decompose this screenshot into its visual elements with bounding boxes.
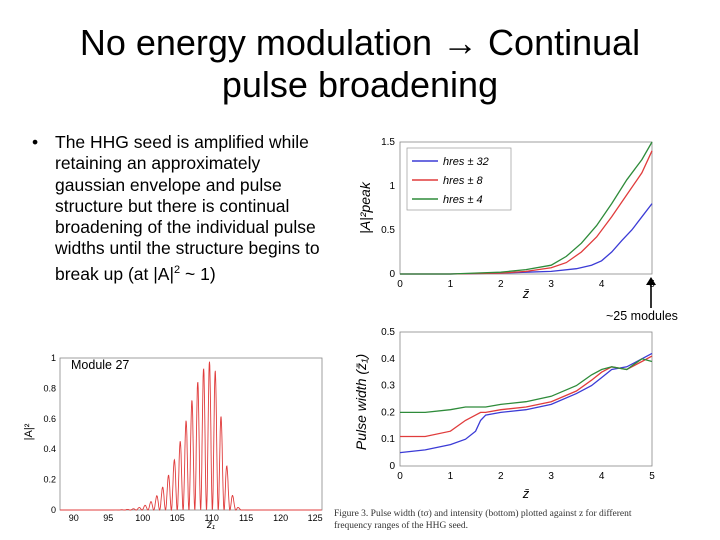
legend-entry-1: hres ± 8 <box>443 175 484 187</box>
module-label: Module 27 <box>71 358 130 372</box>
y-tick-label: 0.1 <box>381 434 395 445</box>
y-tick-label: 0.8 <box>43 383 56 393</box>
x-tick-label: 5 <box>649 471 655 482</box>
x-tick-label: 4 <box>599 279 605 290</box>
bullet-point: • The HHG seed is amplified while retain… <box>32 132 332 285</box>
y-tick-label: 0 <box>51 505 56 515</box>
x-tick-label: 100 <box>135 513 150 523</box>
bullet-text: The HHG seed is amplified while retainin… <box>55 132 332 285</box>
series-line-1 <box>400 355 653 438</box>
bullet-text-part1: The HHG seed is amplified while retainin… <box>55 132 320 284</box>
x-tick-label: 3 <box>548 471 554 482</box>
legend: hres ± 32 hres ± 8 hres ± 4 <box>406 147 512 211</box>
x-tick-label: 125 <box>308 513 323 523</box>
y-tick-label: 0 <box>389 269 395 280</box>
caption-line-1: Figure 3. Pulse width (tσ) and intensity… <box>334 509 632 519</box>
bullet-superscript: 2 <box>174 263 181 276</box>
series-line-0 <box>399 352 653 454</box>
series-line-2 <box>400 141 653 275</box>
x-axis-label: z̄₁ <box>206 520 215 530</box>
figure-caption: Figure 3. Pulse width (tσ) and intensity… <box>334 508 720 532</box>
x-tick-label: 4 <box>599 471 605 482</box>
x-tick-label: 2 <box>498 471 504 482</box>
module-profile-chart: 90 95 100 105 110 115 120 125 0 0.2 0.4 0.6 0.8 1 |A|… <box>23 353 323 530</box>
annotation-text: ~25 modules <box>606 309 678 323</box>
x-tick-label: 90 <box>69 513 79 523</box>
plot-frame <box>399 331 653 467</box>
y-axis-label: |A|² <box>23 423 35 440</box>
y-tick-label: 0.2 <box>43 475 56 485</box>
y-tick-label: 0 <box>389 461 395 472</box>
x-tick-label: 0 <box>397 471 403 482</box>
legend-entry-2: hres ± 4 <box>443 194 483 206</box>
arrow-icon <box>646 277 656 308</box>
series-line-2 <box>400 358 653 414</box>
slide-title: No energy modulation → Continual pulse b… <box>0 22 720 106</box>
plot-frame <box>59 357 323 511</box>
x-tick-label: 3 <box>548 279 554 290</box>
y-tick-label: 0.5 <box>381 225 395 236</box>
plot-frame <box>399 141 653 275</box>
title-line-1: No energy modulation → Continual <box>79 22 641 63</box>
bullet-marker: • <box>32 132 39 152</box>
y-tick-label: 1.5 <box>381 137 395 148</box>
y-tick-label: 0.4 <box>43 444 56 454</box>
x-tick-label: 1 <box>448 279 454 290</box>
x-tick-label: 110 <box>205 513 219 523</box>
x-tick-label: 2 <box>498 279 504 290</box>
x-tick-label: 120 <box>273 513 288 523</box>
profile-waveform <box>60 361 322 511</box>
series-line-1 <box>400 150 653 275</box>
y-tick-label: 0.3 <box>381 381 395 392</box>
pulse-width-chart: 0 1 2 3 4 5 0 0.1 0.2 0.3 0.4 0.5 Pulse width (z̄₁)… <box>353 327 655 501</box>
y-axis-label: |A|²peak <box>357 181 373 234</box>
y-tick-label: 0.2 <box>381 407 395 418</box>
title-line-2: pulse broadening <box>221 64 499 105</box>
y-tick-label: 0.5 <box>381 327 395 338</box>
x-tick-label: 1 <box>448 471 454 482</box>
caption-line-2: frequency ranges of the HHG seed. <box>334 521 469 531</box>
bullet-text-part2: ~ 1) <box>180 263 216 284</box>
x-tick-label: 105 <box>170 513 185 523</box>
x-tick-label: 95 <box>103 513 113 523</box>
x-tick-label: 0 <box>397 279 403 290</box>
legend-entry-0: hres ± 32 <box>443 156 489 168</box>
x-axis-label: z̄ <box>522 486 530 501</box>
x-tick-label: 115 <box>239 513 253 523</box>
y-tick-label: 1 <box>51 353 56 363</box>
y-tick-label: 0.6 <box>43 414 56 424</box>
y-tick-label: 0.4 <box>381 354 395 365</box>
y-axis-label: Pulse width (z̄₁) <box>353 354 369 450</box>
y-tick-label: 1 <box>389 181 395 192</box>
x-axis-label: z̄ <box>522 286 530 300</box>
